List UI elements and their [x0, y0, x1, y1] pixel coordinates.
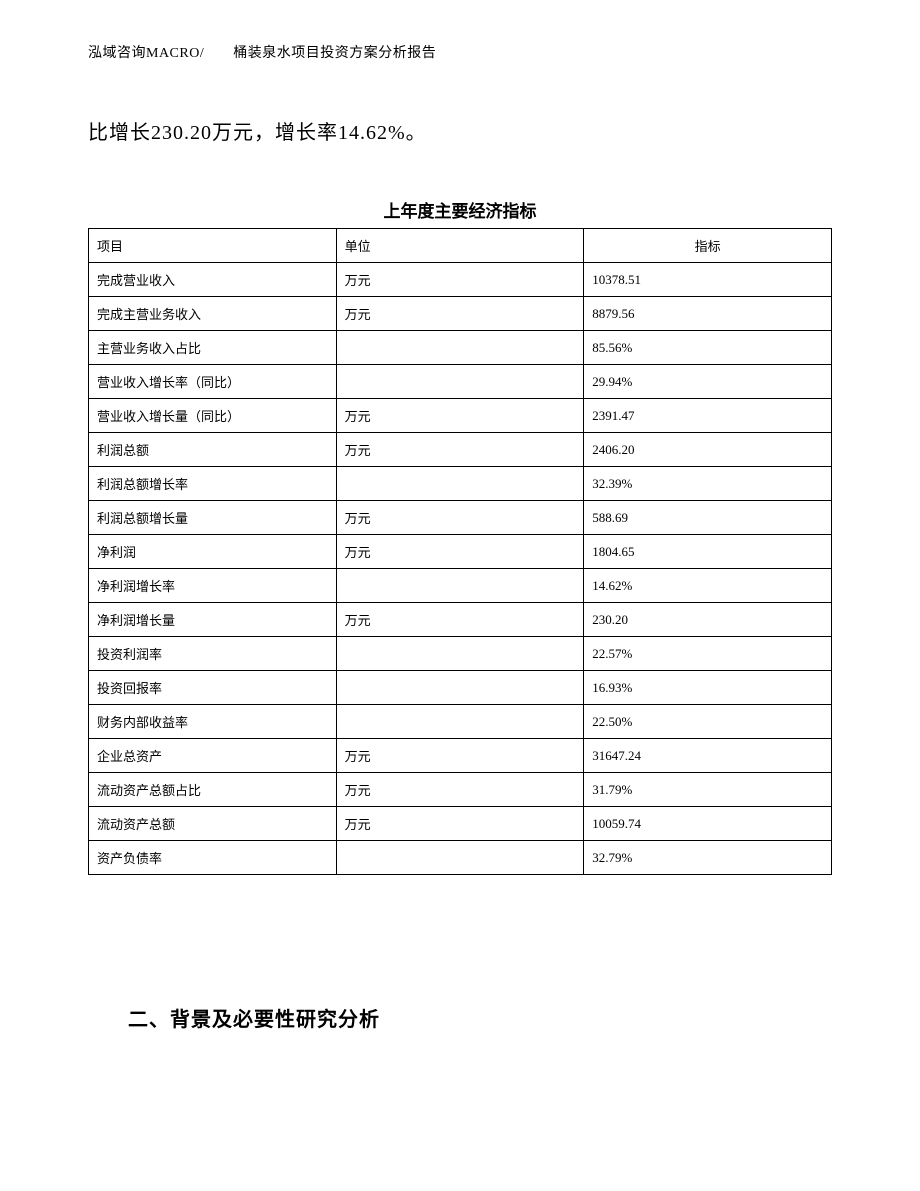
- cell-unit: 万元: [336, 603, 584, 637]
- table-header-unit: 单位: [336, 229, 584, 263]
- cell-value: 32.79%: [584, 841, 832, 875]
- cell-unit: 万元: [336, 297, 584, 331]
- cell-item: 完成营业收入: [89, 263, 337, 297]
- cell-unit: [336, 705, 584, 739]
- cell-item: 投资回报率: [89, 671, 337, 705]
- cell-value: 85.56%: [584, 331, 832, 365]
- cell-unit: [336, 671, 584, 705]
- table-header-row: 项目 单位 指标: [89, 229, 832, 263]
- cell-item: 财务内部收益率: [89, 705, 337, 739]
- cell-value: 10378.51: [584, 263, 832, 297]
- cell-value: 32.39%: [584, 467, 832, 501]
- cell-value: 2391.47: [584, 399, 832, 433]
- table-row: 企业总资产 万元 31647.24: [89, 739, 832, 773]
- cell-value: 588.69: [584, 501, 832, 535]
- cell-value: 2406.20: [584, 433, 832, 467]
- cell-item: 净利润增长率: [89, 569, 337, 603]
- cell-unit: 万元: [336, 535, 584, 569]
- table-row: 利润总额增长量 万元 588.69: [89, 501, 832, 535]
- cell-value: 31647.24: [584, 739, 832, 773]
- cell-value: 8879.56: [584, 297, 832, 331]
- cell-item: 利润总额增长量: [89, 501, 337, 535]
- cell-value: 29.94%: [584, 365, 832, 399]
- cell-item: 资产负债率: [89, 841, 337, 875]
- cell-item: 营业收入增长量（同比）: [89, 399, 337, 433]
- cell-item: 主营业务收入占比: [89, 331, 337, 365]
- cell-value: 16.93%: [584, 671, 832, 705]
- cell-unit: 万元: [336, 501, 584, 535]
- table-body: 完成营业收入 万元 10378.51 完成主营业务收入 万元 8879.56 主…: [89, 263, 832, 875]
- cell-value: 1804.65: [584, 535, 832, 569]
- cell-item: 流动资产总额: [89, 807, 337, 841]
- cell-item: 企业总资产: [89, 739, 337, 773]
- cell-value: 230.20: [584, 603, 832, 637]
- table-row: 净利润 万元 1804.65: [89, 535, 832, 569]
- table-row: 投资利润率 22.57%: [89, 637, 832, 671]
- economic-indicators-table: 项目 单位 指标 完成营业收入 万元 10378.51 完成主营业务收入 万元 …: [88, 228, 832, 875]
- cell-unit: 万元: [336, 807, 584, 841]
- table-row: 营业收入增长量（同比） 万元 2391.47: [89, 399, 832, 433]
- page-header: 泓域咨询MACRO/ 桶装泉水项目投资方案分析报告: [88, 42, 436, 62]
- table-title: 上年度主要经济指标: [0, 197, 920, 222]
- cell-unit: 万元: [336, 773, 584, 807]
- cell-value: 10059.74: [584, 807, 832, 841]
- cell-item: 利润总额增长率: [89, 467, 337, 501]
- cell-value: 22.57%: [584, 637, 832, 671]
- cell-value: 14.62%: [584, 569, 832, 603]
- section-heading: 二、背景及必要性研究分析: [128, 1003, 380, 1032]
- cell-value: 31.79%: [584, 773, 832, 807]
- cell-unit: [336, 841, 584, 875]
- table-row: 完成营业收入 万元 10378.51: [89, 263, 832, 297]
- cell-item: 流动资产总额占比: [89, 773, 337, 807]
- cell-value: 22.50%: [584, 705, 832, 739]
- cell-item: 营业收入增长率（同比）: [89, 365, 337, 399]
- cell-unit: [336, 365, 584, 399]
- cell-unit: [336, 569, 584, 603]
- cell-unit: 万元: [336, 263, 584, 297]
- table-row: 财务内部收益率 22.50%: [89, 705, 832, 739]
- table-row: 主营业务收入占比 85.56%: [89, 331, 832, 365]
- table-row: 净利润增长率 14.62%: [89, 569, 832, 603]
- cell-unit: 万元: [336, 433, 584, 467]
- table-row: 营业收入增长率（同比） 29.94%: [89, 365, 832, 399]
- table-row: 利润总额 万元 2406.20: [89, 433, 832, 467]
- table-row: 流动资产总额 万元 10059.74: [89, 807, 832, 841]
- table-row: 完成主营业务收入 万元 8879.56: [89, 297, 832, 331]
- cell-unit: [336, 331, 584, 365]
- cell-item: 利润总额: [89, 433, 337, 467]
- table-row: 流动资产总额占比 万元 31.79%: [89, 773, 832, 807]
- cell-unit: 万元: [336, 399, 584, 433]
- cell-item: 净利润: [89, 535, 337, 569]
- cell-item: 净利润增长量: [89, 603, 337, 637]
- body-paragraph: 比增长230.20万元，增长率14.62%。: [88, 116, 427, 145]
- table-row: 资产负债率 32.79%: [89, 841, 832, 875]
- cell-unit: [336, 467, 584, 501]
- cell-item: 完成主营业务收入: [89, 297, 337, 331]
- table-header-value: 指标: [584, 229, 832, 263]
- table-row: 利润总额增长率 32.39%: [89, 467, 832, 501]
- table-row: 投资回报率 16.93%: [89, 671, 832, 705]
- table-row: 净利润增长量 万元 230.20: [89, 603, 832, 637]
- cell-unit: 万元: [336, 739, 584, 773]
- cell-unit: [336, 637, 584, 671]
- table-header-item: 项目: [89, 229, 337, 263]
- cell-item: 投资利润率: [89, 637, 337, 671]
